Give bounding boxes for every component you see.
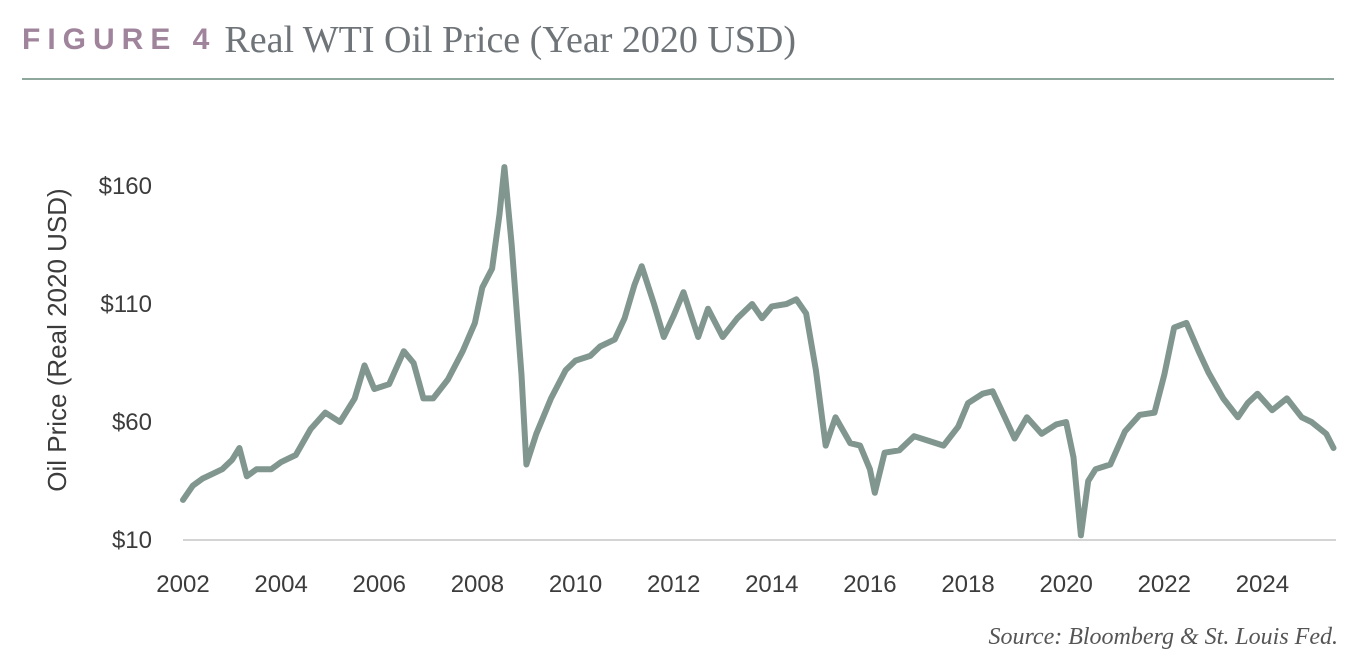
y-axis-ticks: $10 $60 $110 $160 xyxy=(99,173,152,554)
oil-price-series-line xyxy=(183,167,1334,535)
x-axis-ticks: 2002 2004 2006 2008 2010 2012 2014 2016 2018 2020… xyxy=(156,571,1289,598)
y-tick-label: $60 xyxy=(112,409,152,436)
x-tick-label: 2002 xyxy=(156,571,209,598)
x-tick-label: 2014 xyxy=(745,571,798,598)
y-tick-label: $110 xyxy=(100,291,152,318)
series-layer xyxy=(183,167,1334,535)
x-tick-label: 2018 xyxy=(941,571,994,598)
x-tick-label: 2008 xyxy=(451,571,504,598)
x-tick-label: 2020 xyxy=(1039,571,1092,598)
x-tick-label: 2004 xyxy=(254,571,307,598)
x-tick-label: 2022 xyxy=(1138,571,1191,598)
y-tick-label: $160 xyxy=(99,173,152,200)
y-axis-title: Oil Price (Real 2020 USD) xyxy=(42,188,72,491)
x-tick-label: 2010 xyxy=(549,571,602,598)
x-tick-label: 2006 xyxy=(353,571,406,598)
y-tick-label: $10 xyxy=(112,527,152,554)
x-tick-label: 2024 xyxy=(1236,571,1289,598)
x-tick-label: 2016 xyxy=(843,571,896,598)
source-note: Source: Bloomberg & St. Louis Fed. xyxy=(988,624,1338,651)
x-tick-label: 2012 xyxy=(647,571,700,598)
